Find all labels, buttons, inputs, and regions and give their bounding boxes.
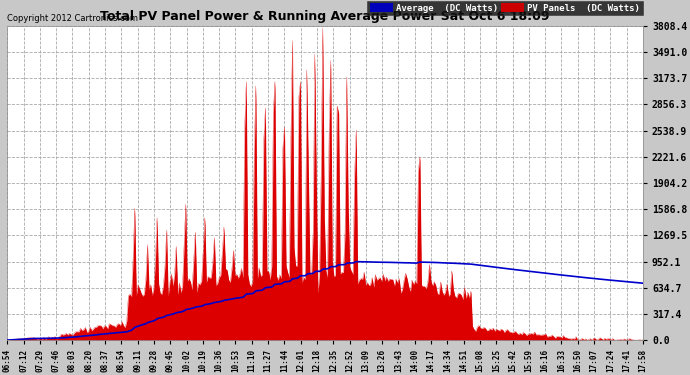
Title: Total PV Panel Power & Running Average Power Sat Oct 6 18:09: Total PV Panel Power & Running Average P… [100,10,550,23]
Legend: Average  (DC Watts), PV Panels  (DC Watts): Average (DC Watts), PV Panels (DC Watts) [368,1,643,15]
Text: Copyright 2012 Cartronics.com: Copyright 2012 Cartronics.com [8,14,138,23]
